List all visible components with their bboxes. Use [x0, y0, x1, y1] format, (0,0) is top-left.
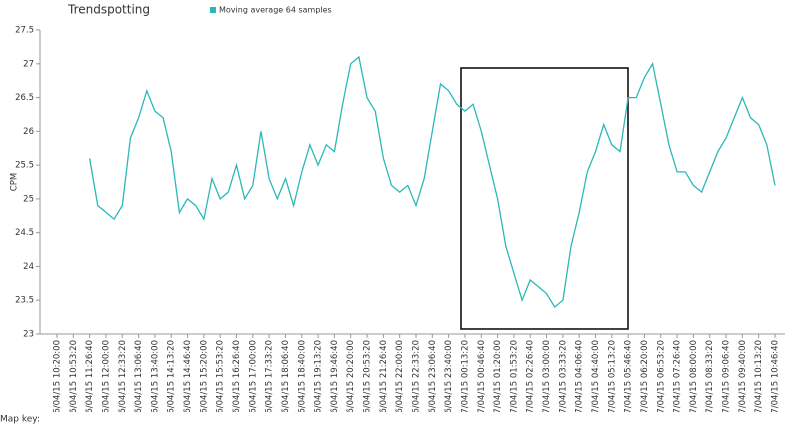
y-tick-label: 27: [23, 59, 34, 69]
x-tick-label: 06/04/15 11:26:40: [85, 340, 95, 419]
x-tick-label: 07/04/15 04:06:40: [575, 340, 585, 419]
x-tick-label: 06/04/15 13:06:40: [134, 340, 144, 419]
x-tick-label: 07/04/15 03:00:00: [542, 340, 552, 419]
x-tick-label: 07/04/15 04:40:00: [591, 340, 601, 419]
x-tick-label: 07/04/15 06:53:20: [656, 340, 666, 419]
x-tick-label: 07/04/15 09:40:00: [738, 340, 748, 419]
x-tick-label: 06/04/15 19:46:40: [330, 340, 340, 419]
x-tick-label: 07/04/15 05:13:20: [607, 340, 617, 419]
x-tick-label: 07/04/15 00:46:40: [477, 340, 487, 419]
x-tick-label: 07/04/15 09:06:40: [722, 340, 732, 419]
x-tick-label: 06/04/15 22:00:00: [395, 340, 405, 419]
x-tick-label: 06/04/15 23:40:00: [444, 340, 454, 419]
selection-box[interactable]: [460, 67, 629, 330]
x-tick-label: 07/04/15 00:13:20: [460, 340, 470, 419]
x-tick-label: 06/04/15 20:20:00: [346, 340, 356, 419]
y-axis-label: CPM: [10, 173, 20, 191]
x-tick-label: 07/04/15 10:46:40: [771, 340, 781, 419]
x-tick-label: 06/04/15 13:40:00: [150, 340, 160, 419]
data-line: [88, 55, 776, 308]
y-tick-label: 25: [23, 194, 34, 204]
x-tick-label: 06/04/15 10:53:20: [69, 340, 79, 419]
chart-title: Trendspotting: [67, 3, 150, 17]
x-tick-label: 07/04/15 05:46:40: [624, 340, 634, 419]
y-tick-label: 25.5: [15, 161, 34, 171]
x-tick-label: 06/04/15 17:00:00: [248, 340, 258, 419]
x-tick-label: 06/04/15 18:40:00: [297, 340, 307, 419]
map-key: Map key:: [0, 415, 40, 424]
x-tick-label: 06/04/15 14:13:20: [167, 340, 177, 419]
x-tick-label: 06/04/15 15:53:20: [216, 340, 226, 419]
x-tick-label: 07/04/15 07:26:40: [673, 340, 683, 419]
x-tick-label: 06/04/15 21:26:40: [379, 340, 389, 419]
x-tick-label: 06/04/15 15:20:00: [199, 340, 209, 419]
x-tick-label: 06/04/15 22:33:20: [412, 340, 422, 419]
x-tick-label: 06/04/15 23:06:40: [428, 340, 438, 419]
x-tick-label: 07/04/15 01:53:20: [509, 340, 519, 419]
x-tick-label: 07/04/15 01:20:00: [493, 340, 503, 419]
y-tick-label: 26.5: [15, 93, 34, 103]
x-tick-label: 06/04/15 12:00:00: [101, 340, 111, 419]
x-tick-label: 06/04/15 17:33:20: [265, 340, 275, 419]
y-tick-label: 24: [23, 262, 34, 272]
y-tick-label: 26: [23, 127, 34, 137]
x-tick-label: 06/04/15 16:26:40: [232, 340, 242, 419]
legend-label: Moving average 64 samples: [219, 6, 332, 15]
x-tick-label: 07/04/15 06:20:00: [640, 340, 650, 419]
x-tick-label: 06/04/15 18:06:40: [281, 340, 291, 419]
x-tick-label: 06/04/15 10:20:00: [53, 340, 63, 419]
x-tick-label: 06/04/15 14:46:40: [183, 340, 193, 419]
x-tick-label: 06/04/15 19:13:20: [314, 340, 324, 419]
x-tick-label: 07/04/15 10:13:20: [754, 340, 764, 419]
legend-swatch: [210, 7, 216, 13]
x-tick-labels: 06/04/15 10:20:00 06/04/15 10:53:20 06/04/…: [53, 340, 781, 419]
y-tick-label: 23: [23, 330, 34, 340]
x-tick-label: 07/04/15 02:26:40: [526, 340, 536, 419]
x-tick-label: 07/04/15 08:33:20: [705, 340, 715, 419]
y-tick-label: 24.5: [15, 228, 34, 238]
x-tick-label: 06/04/15 20:53:20: [363, 340, 373, 419]
y-tick-label: 27.5: [15, 26, 34, 36]
x-tick-label: 07/04/15 08:00:00: [689, 340, 699, 419]
y-tick-label: 23.5: [15, 296, 34, 306]
x-tick-label: 07/04/15 03:33:20: [558, 340, 568, 419]
x-tick-label: 06/04/15 12:33:20: [118, 340, 128, 419]
